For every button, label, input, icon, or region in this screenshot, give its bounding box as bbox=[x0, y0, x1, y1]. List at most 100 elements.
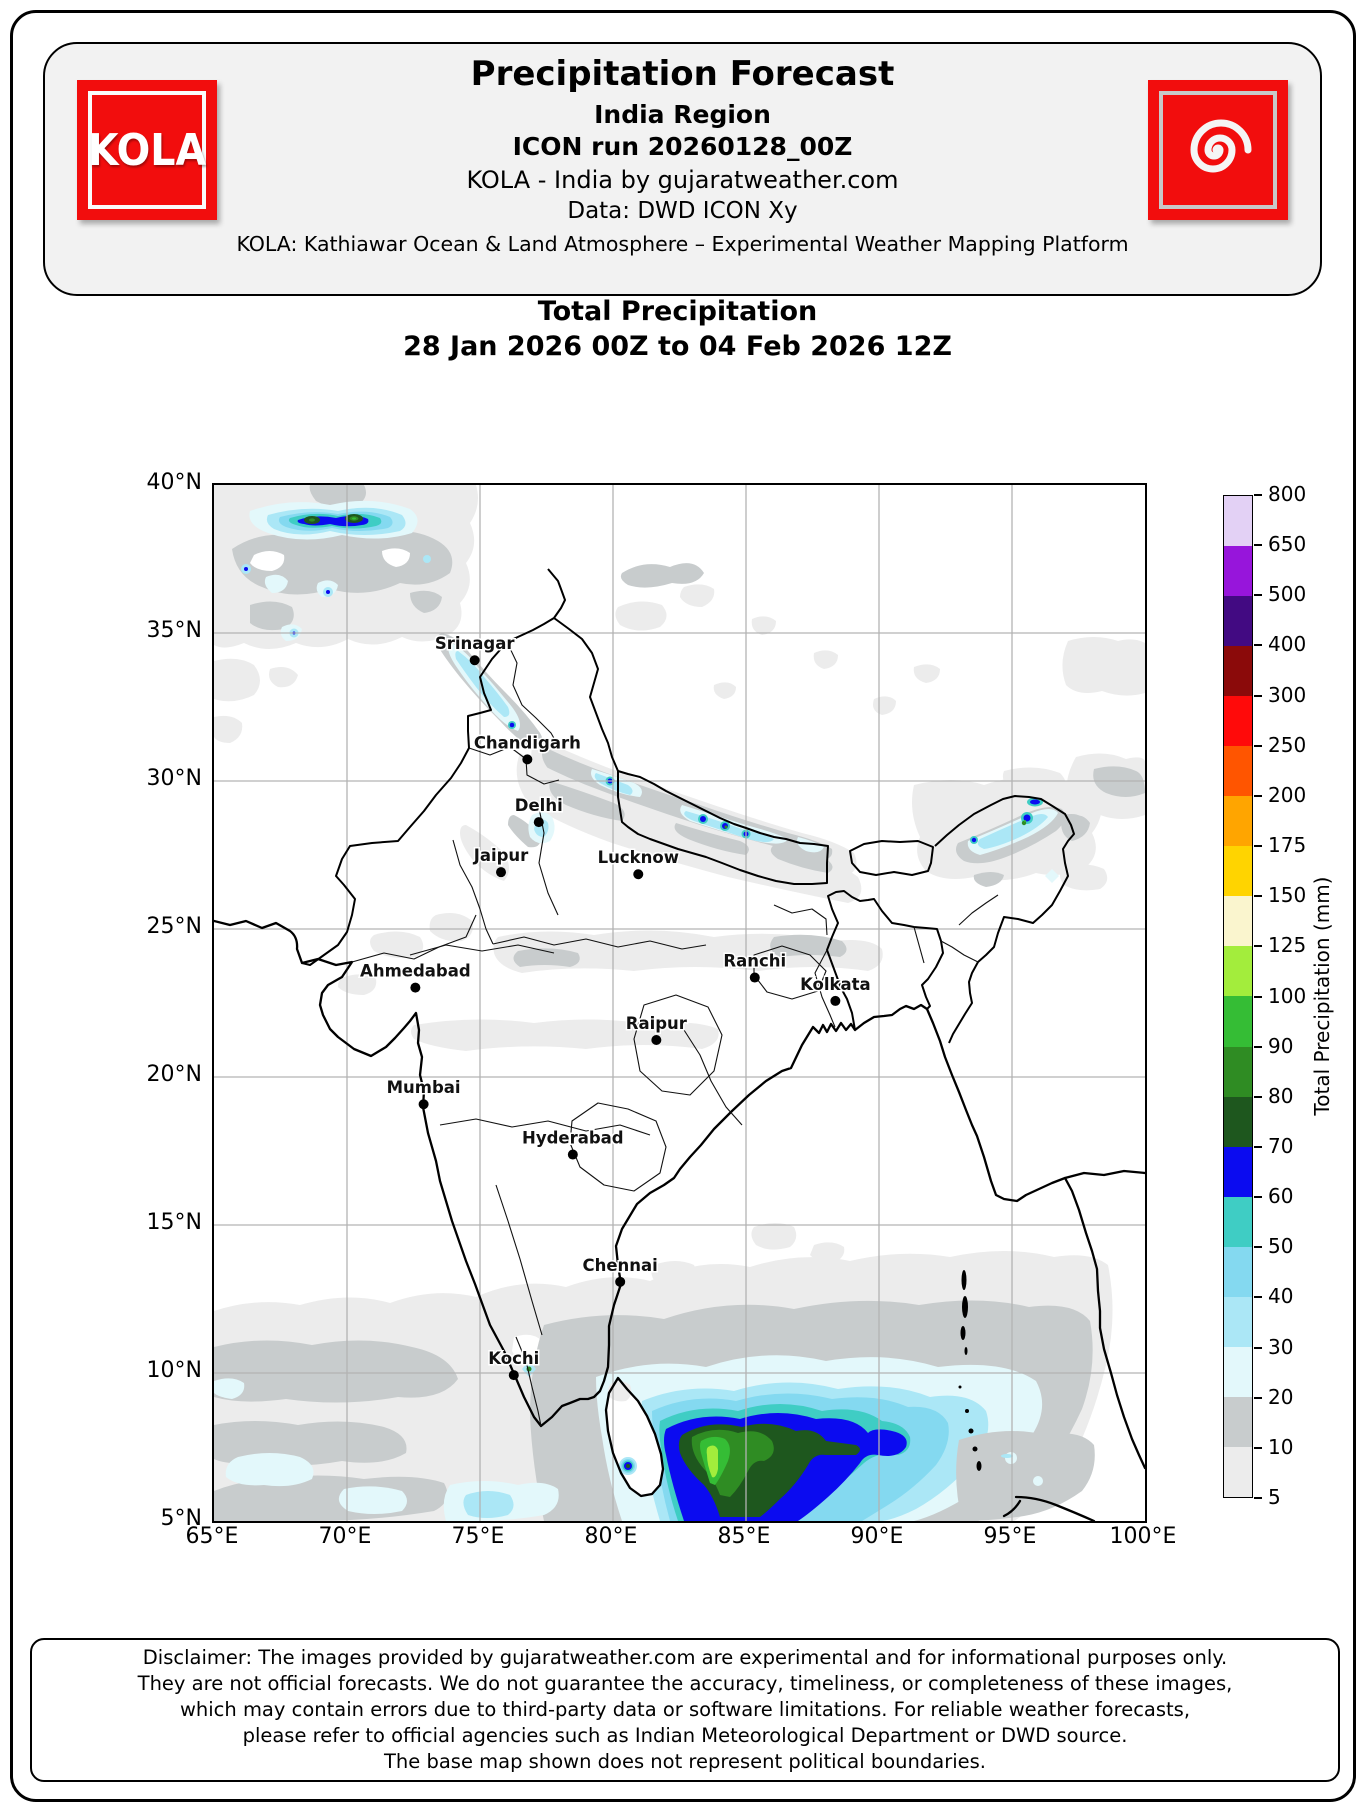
colorbar bbox=[1223, 495, 1253, 1498]
colorbar-tick bbox=[1254, 594, 1262, 597]
colorbar-tick bbox=[1254, 744, 1262, 747]
colorbar-band-175-200 bbox=[1224, 796, 1252, 847]
city-dot-hyderabad bbox=[567, 1149, 578, 1160]
colorbar-tick-label: 5 bbox=[1268, 1485, 1281, 1509]
y-tick-label: 40°N bbox=[146, 470, 202, 495]
colorbar-band-30-40 bbox=[1224, 1296, 1252, 1347]
x-tick-label: 85°E bbox=[717, 1524, 771, 1549]
sri-lanka-outline bbox=[604, 1376, 665, 1498]
colorbar-tick bbox=[1254, 1196, 1262, 1199]
colorbar-tick bbox=[1254, 995, 1262, 998]
city-dot-jaipur bbox=[496, 867, 507, 878]
colorbar-tick bbox=[1254, 694, 1262, 697]
map-plot-area: Srinagar Chandigarh Delhi Jaipur Lucknow Ahme… bbox=[212, 483, 1147, 1523]
colorbar-band-100-125 bbox=[1224, 946, 1252, 997]
colorbar-tick-label: 250 bbox=[1268, 732, 1307, 757]
header-credit: KOLA - India by gujaratweather.com bbox=[466, 166, 899, 194]
city-dot-srinagar bbox=[469, 655, 480, 666]
disclaimer-line: They are not official forecasts. We do n… bbox=[137, 1672, 1233, 1695]
graticule-gridlines bbox=[214, 485, 1145, 1521]
cyclone-logo-frame bbox=[1159, 91, 1277, 209]
city-label-lucknow: Lucknow bbox=[598, 848, 679, 867]
disclaimer-box: Disclaimer: The images provided by gujar… bbox=[30, 1638, 1340, 1782]
colorbar-tick-label: 400 bbox=[1268, 632, 1307, 657]
city-dot-lucknow bbox=[633, 869, 644, 880]
header-region: India Region bbox=[594, 100, 771, 129]
colorbar-tick-label: 10 bbox=[1268, 1434, 1294, 1459]
state-boundaries bbox=[351, 641, 999, 1427]
colorbar-band-20-30 bbox=[1224, 1346, 1252, 1397]
header-datasource: Data: DWD ICON Xy bbox=[567, 198, 798, 224]
y-tick-label: 30°N bbox=[146, 766, 202, 791]
city-dot-ranchi bbox=[749, 972, 760, 983]
coastline-gulf-martaban bbox=[1063, 1169, 1145, 1180]
colorbar-tick bbox=[1254, 794, 1262, 797]
colorbar-band-400-500 bbox=[1224, 596, 1252, 647]
city-label-hyderabad: Hyderabad bbox=[522, 1129, 624, 1148]
x-tick-label: 65°E bbox=[185, 1524, 239, 1549]
x-tick-label: 70°E bbox=[318, 1524, 372, 1549]
city-label-chandigarh: Chandigarh bbox=[474, 733, 581, 752]
colorbar-tick-label: 175 bbox=[1268, 833, 1307, 858]
kola-logo-text: KOLA bbox=[87, 124, 207, 176]
colorbar-tick-label: 500 bbox=[1268, 582, 1307, 607]
colorbar-tick bbox=[1254, 1045, 1262, 1048]
colorbar-band-125-150 bbox=[1224, 896, 1252, 947]
bangladesh-border bbox=[826, 890, 944, 1031]
colorbar-band-200-250 bbox=[1224, 746, 1252, 797]
disclaimer-line: which may contain errors due to third-pa… bbox=[179, 1698, 1191, 1721]
city-label-kochi: Kochi bbox=[488, 1349, 539, 1368]
x-tick-label: 100°E bbox=[1109, 1524, 1177, 1549]
x-tick-label: 90°E bbox=[850, 1524, 904, 1549]
colorbar-tick-label: 100 bbox=[1268, 983, 1307, 1008]
disclaimer-line: The base map shown does not represent po… bbox=[384, 1750, 986, 1773]
city-label-srinagar: Srinagar bbox=[435, 634, 516, 653]
city-label-delhi: Delhi bbox=[515, 796, 563, 815]
colorbar-tick-label: 200 bbox=[1268, 782, 1307, 807]
sumatra-coast bbox=[1014, 1495, 1096, 1521]
header-platform: KOLA: Kathiawar Ocean & Land Atmosphere … bbox=[236, 232, 1129, 256]
colorbar-band-60-70 bbox=[1224, 1146, 1252, 1197]
city-dot-raipur bbox=[651, 1035, 662, 1045]
colorbar-band-500-650 bbox=[1224, 546, 1252, 597]
colorbar-tick-label: 50 bbox=[1268, 1234, 1294, 1259]
colorbar-tick-label: 30 bbox=[1268, 1334, 1294, 1359]
colorbar-tick-label: 150 bbox=[1268, 883, 1307, 908]
colorbar-tick-label: 90 bbox=[1268, 1033, 1294, 1058]
colorbar-tick bbox=[1254, 1396, 1262, 1399]
colorbar-band-300-400 bbox=[1224, 646, 1252, 697]
colorbar-band-70-80 bbox=[1224, 1096, 1252, 1147]
y-tick-label: 20°N bbox=[146, 1062, 202, 1087]
kola-logo-frame: KOLA bbox=[88, 91, 206, 209]
kashmir-china-line bbox=[553, 617, 619, 772]
colorbar-tick-label: 125 bbox=[1268, 933, 1307, 958]
colorbar-tick bbox=[1254, 1497, 1262, 1499]
colorbar-band-40-50 bbox=[1224, 1246, 1252, 1297]
colorbar-tick bbox=[1254, 494, 1262, 496]
sumatra-tip bbox=[1002, 1499, 1022, 1518]
header-run: ICON run 20260128_00Z bbox=[512, 132, 853, 161]
colorbar-band-10-20 bbox=[1224, 1396, 1252, 1447]
city-label-ahmedabad: Ahmedabad bbox=[360, 962, 471, 981]
precipitation-shading bbox=[214, 485, 1145, 1521]
city-label-ranchi: Ranchi bbox=[723, 952, 786, 971]
city-dot-kochi bbox=[508, 1370, 519, 1381]
city-label-mumbai: Mumbai bbox=[387, 1078, 461, 1097]
colorbar-tick-label: 650 bbox=[1268, 532, 1307, 557]
x-tick-label: 80°E bbox=[584, 1524, 638, 1549]
colorbar-tick-label: 70 bbox=[1268, 1133, 1294, 1158]
colorbar-band-50-60 bbox=[1224, 1196, 1252, 1247]
colorbar-tick bbox=[1254, 1246, 1262, 1249]
city-label-jaipur: Jaipur bbox=[473, 846, 529, 865]
colorbar-tick-label: 80 bbox=[1268, 1083, 1294, 1108]
city-markers: Srinagar Chandigarh Delhi Jaipur Lucknow Ahme… bbox=[359, 633, 872, 1381]
colorbar-tick-label: 60 bbox=[1268, 1184, 1294, 1209]
disclaimer-line: Disclaimer: The images provided by gujar… bbox=[142, 1646, 1228, 1669]
y-tick-label: 10°N bbox=[146, 1358, 202, 1383]
bhutan-border bbox=[849, 840, 934, 876]
colorbar-tick bbox=[1254, 1095, 1262, 1098]
colorbar-tick bbox=[1254, 945, 1262, 948]
coastline bbox=[214, 919, 1145, 1470]
city-label-chennai: Chennai bbox=[583, 1256, 658, 1275]
